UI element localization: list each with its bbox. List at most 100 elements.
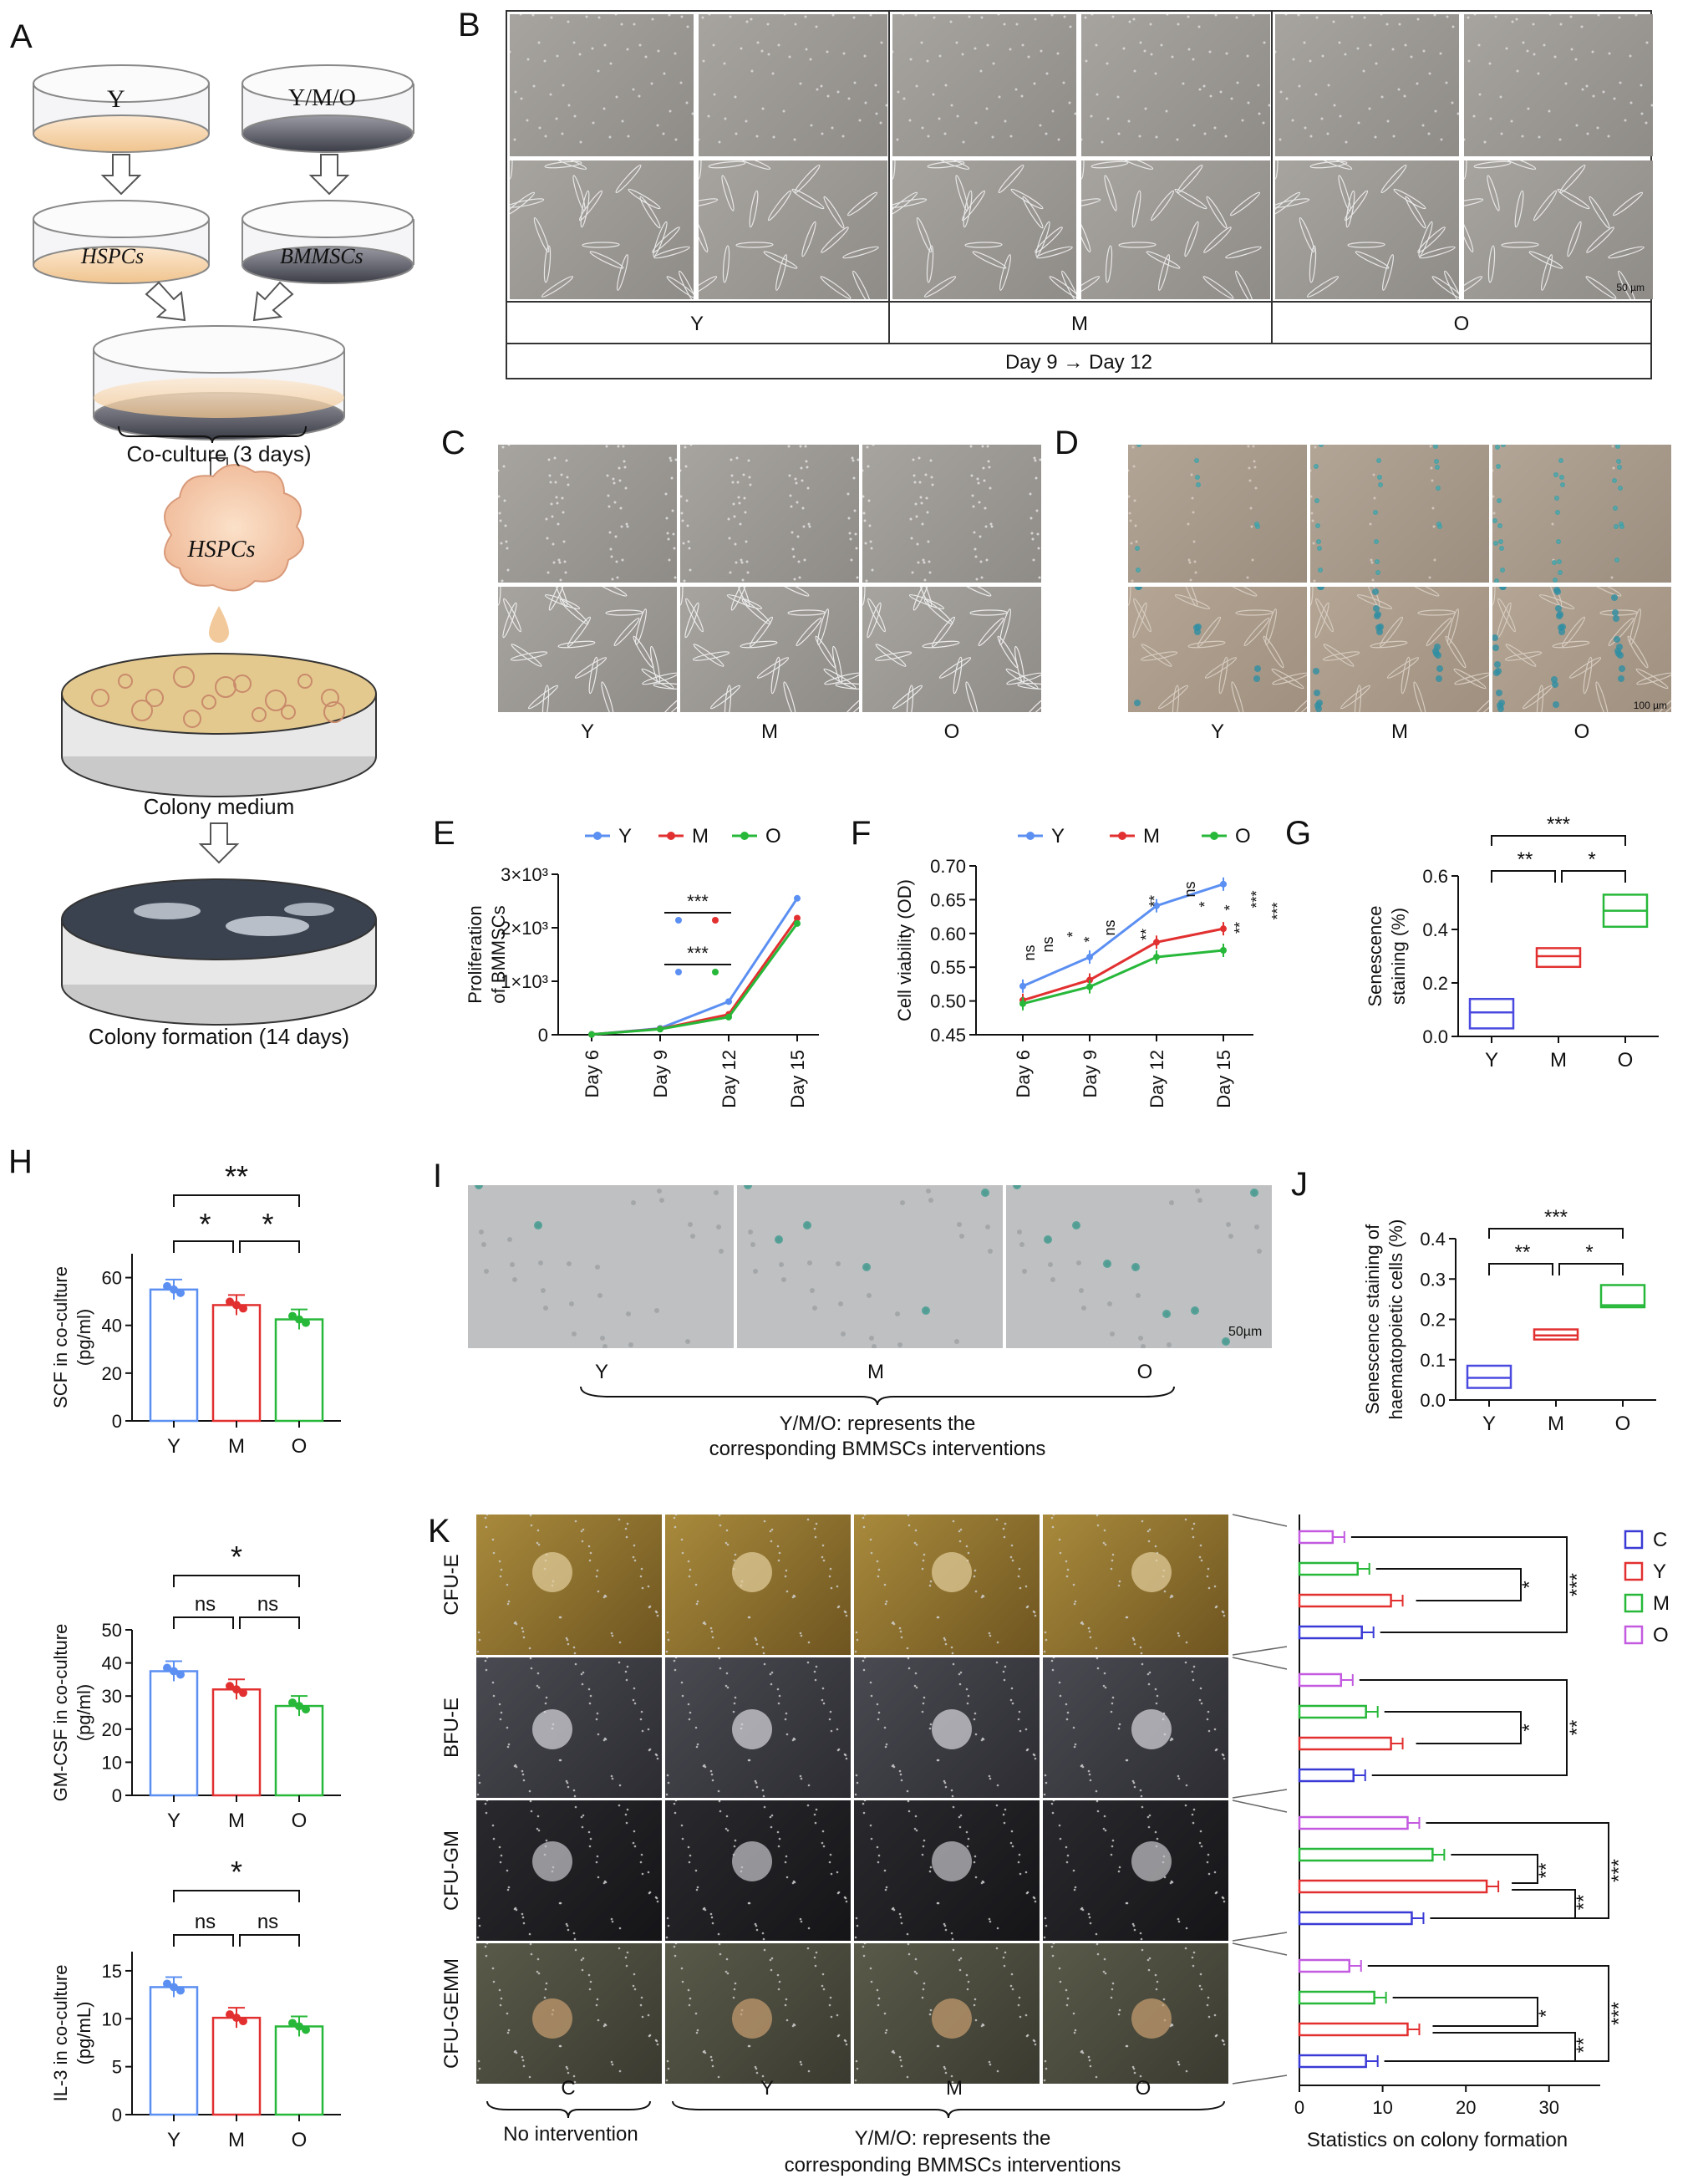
panel-h2-bar-y: [149, 1670, 199, 1797]
cell-mark: [831, 645, 843, 684]
dot-mark: [1052, 1800, 1055, 1802]
dot-mark: [633, 1544, 636, 1547]
dot-mark: [800, 1920, 803, 1923]
dot-mark: [883, 1726, 887, 1729]
dot-mark: [928, 571, 932, 574]
dot-mark: [1611, 594, 1618, 601]
dot-mark: [1088, 1773, 1091, 1776]
dot-mark: [530, 1952, 533, 1956]
dot-mark: [978, 501, 981, 504]
dot-mark: [724, 1827, 728, 1830]
dot-mark: [923, 1982, 926, 1985]
panel-f-legend-label-y: Y: [1051, 825, 1065, 848]
dot-mark: [1110, 1996, 1113, 1999]
cell-mark: [957, 587, 992, 597]
cell-mark: [913, 587, 931, 611]
dot-mark: [491, 1967, 495, 1970]
dot-mark: [974, 1998, 977, 2001]
dot-mark: [891, 1907, 894, 1911]
dot-mark: [898, 2055, 902, 2059]
dot-mark: [665, 517, 669, 520]
dot-mark: [543, 1306, 548, 1311]
dot-mark: [1434, 459, 1439, 464]
dot-mark: [1252, 445, 1255, 448]
dot-mark: [761, 107, 765, 110]
dot-mark: [968, 15, 971, 18]
dot-mark: [1374, 539, 1379, 544]
dot-mark: [1163, 1590, 1167, 1593]
dot-mark: [1132, 465, 1136, 468]
dot-mark: [1080, 1764, 1083, 1768]
dot-mark: [691, 112, 694, 115]
dot-mark: [671, 509, 674, 512]
dot-mark: [1207, 1996, 1210, 1999]
panel-j-annotation-yo: ***: [1544, 1206, 1568, 1229]
dot-mark: [654, 1753, 658, 1756]
panel-h2-point: [232, 1685, 241, 1694]
dot-mark: [1554, 496, 1559, 501]
dot-mark: [863, 54, 867, 58]
panel-i-o: [1006, 1185, 1272, 1348]
dot-mark: [1039, 458, 1041, 461]
dot-mark: [995, 1947, 999, 1950]
dot-mark: [981, 445, 984, 448]
panel-k-cfu-e-m-texture: [854, 1515, 1037, 1655]
dot-mark: [499, 2003, 502, 2007]
dot-mark: [1090, 115, 1093, 118]
cell-mark: [699, 276, 718, 298]
dot-mark: [782, 109, 785, 113]
panel-k-row-label-cfu-gm: CFU-GM: [440, 1830, 463, 1911]
dot-mark: [680, 469, 682, 472]
dot-mark: [1200, 1702, 1203, 1705]
cell-mark: [628, 188, 661, 210]
dot-mark: [633, 1687, 636, 1690]
dot-mark: [610, 1917, 613, 1921]
dot-mark: [1596, 126, 1599, 130]
cell-mark: [1174, 594, 1211, 609]
cell-mark: [1487, 175, 1500, 211]
dot-mark: [854, 1793, 857, 1796]
dot-mark: [845, 1614, 848, 1617]
cell-mark: [1608, 246, 1645, 259]
dot-mark: [952, 1662, 955, 1666]
dot-mark: [1187, 15, 1190, 18]
dot-mark: [624, 486, 628, 490]
dot-mark: [498, 1560, 501, 1563]
cell-mark: [502, 602, 517, 639]
dot-mark: [555, 117, 558, 120]
dot-mark: [892, 2051, 896, 2054]
dot-mark: [681, 1694, 684, 1698]
dot-mark: [666, 1631, 669, 1634]
cell-mark: [817, 608, 829, 645]
dot-mark: [1185, 1927, 1188, 1930]
panel-d-o-low: [1492, 445, 1671, 583]
dot-mark: [915, 515, 918, 518]
dot-mark: [958, 1968, 962, 1972]
dot-mark: [748, 1229, 753, 1235]
cell-mark: [1589, 196, 1610, 229]
dot-mark: [1478, 93, 1482, 96]
cell-mark: [1265, 608, 1277, 645]
dot-mark: [867, 1293, 872, 1298]
dot-mark: [1019, 1242, 1024, 1247]
dot-mark: [961, 53, 964, 56]
dot-mark: [802, 525, 806, 528]
dot-mark: [1313, 579, 1316, 583]
colony-bubble: [131, 700, 153, 721]
dot-mark: [1435, 465, 1440, 470]
dot-mark: [486, 1800, 489, 1802]
panel-f-annotation: ***: [1248, 890, 1265, 908]
dot-mark: [1311, 519, 1314, 522]
cell-mark: [589, 251, 624, 269]
panel-h1-point: [232, 1301, 241, 1310]
dot-mark: [966, 1702, 969, 1705]
dot-mark: [719, 1249, 724, 1254]
panel-f-legend-marker: [1026, 832, 1035, 840]
dot-mark: [906, 1789, 909, 1793]
dot-mark: [587, 1830, 591, 1834]
dot-mark: [1138, 1336, 1143, 1341]
panel-c-o-high: [862, 587, 1041, 712]
dot-mark: [815, 1522, 818, 1525]
dot-mark: [1019, 2015, 1022, 2019]
dot-mark: [1062, 81, 1065, 84]
